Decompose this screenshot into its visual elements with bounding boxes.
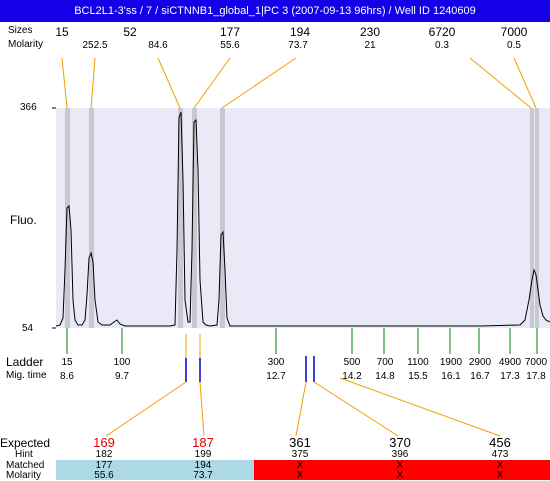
- matched-molarity: X: [396, 470, 404, 481]
- peak-size: 15: [55, 25, 69, 39]
- expected-tick-stubs: [185, 334, 201, 358]
- matched-size: X: [496, 460, 504, 471]
- ladder-size: 1900: [439, 357, 463, 368]
- ladder-size: 4900: [498, 357, 522, 368]
- expected-size: 456: [489, 435, 511, 450]
- peak-band: [192, 108, 197, 328]
- peak-size: 52: [123, 25, 137, 39]
- ladder-size: 500: [343, 357, 361, 368]
- y-axis-min: 54: [22, 323, 34, 334]
- matched-fail-band: [254, 460, 550, 480]
- matched-label: Matched: [6, 460, 45, 471]
- matched-size: X: [296, 460, 304, 471]
- molarity-label: Molarity: [8, 39, 44, 50]
- peak-band: [89, 108, 94, 328]
- peak-size: 230: [359, 25, 381, 39]
- ladder-mig-time: 14.8: [375, 371, 395, 382]
- peak-size: 7000: [500, 25, 528, 39]
- expected-ticks: [185, 356, 315, 382]
- peak-connectors: [61, 57, 537, 109]
- ladder-mig-time: 14.2: [342, 371, 362, 382]
- expected-size: 187: [192, 435, 214, 450]
- matched-molarity: X: [496, 470, 504, 481]
- peak-molarity: 55.6: [220, 40, 240, 51]
- matched-molarity: 55.6: [94, 470, 114, 481]
- fluorescence-trace: [55, 111, 550, 327]
- window-title: BCL2L1-3'ss / 7 / siCTNNB1_global_1|PC 3…: [0, 0, 550, 22]
- expected-size: 169: [93, 435, 115, 450]
- matched-size: 194: [194, 460, 212, 471]
- expected-size: 361: [289, 435, 311, 450]
- peak-band: [530, 108, 534, 328]
- hint-size: 473: [491, 449, 509, 460]
- plot-area: [56, 108, 550, 328]
- ladder-mig-time: 16.7: [470, 371, 490, 382]
- peak-size: 194: [289, 25, 311, 39]
- peak-molarity: 0.5: [507, 40, 521, 51]
- ladder-size: 300: [267, 357, 285, 368]
- matched-molarity: 73.7: [193, 470, 213, 481]
- matched-size: 177: [95, 460, 113, 471]
- expected-label: Expected: [0, 436, 51, 450]
- matched-ok-band: [56, 460, 254, 480]
- ladder-mig-time: 17.3: [500, 371, 520, 382]
- ladder-size: 100: [113, 357, 131, 368]
- ladder-size: 700: [376, 357, 394, 368]
- peak-band: [178, 108, 183, 328]
- ladder-mig-time: 15.5: [408, 371, 428, 382]
- ladder-mig-time: 9.7: [115, 371, 129, 382]
- peak-molarity: 0.3: [435, 40, 449, 51]
- peak-band: [65, 108, 70, 328]
- hint-size: 375: [291, 449, 309, 460]
- ladder-mig-time: 8.6: [60, 371, 74, 382]
- molarity-row-label: Molarity: [6, 470, 42, 481]
- ladder-mig-time: 17.8: [526, 371, 546, 382]
- y-axis-max: 366: [20, 102, 37, 113]
- peak-molarity: 73.7: [288, 40, 308, 51]
- hint-size: 199: [194, 449, 212, 460]
- mig-time-label: Mig. time: [6, 370, 47, 381]
- ladder-mig-time: 16.1: [441, 371, 461, 382]
- peak-molarity: 84.6: [148, 40, 168, 51]
- peak-molarity: 252.5: [82, 40, 108, 51]
- expected-size: 370: [389, 435, 411, 450]
- peak-molarity: 21: [364, 40, 376, 51]
- peak-band: [535, 108, 539, 328]
- ladder-size: 2900: [468, 357, 492, 368]
- ladder-size: 7000: [524, 357, 548, 368]
- peak-size: 177: [219, 25, 241, 39]
- fluo-axis-label: Fluo.: [10, 213, 37, 227]
- peak-size: 6720: [428, 25, 456, 39]
- ladder-size: 1100: [407, 357, 429, 368]
- ladder-size: 15: [61, 357, 73, 368]
- peak-band: [220, 108, 225, 328]
- matched-molarity: X: [296, 470, 304, 481]
- hint-label: Hint: [15, 449, 33, 460]
- matched-size: X: [396, 460, 404, 471]
- ladder-mig-time: 12.7: [266, 371, 286, 382]
- sizes-label: Sizes: [8, 25, 33, 36]
- expected-connectors: [105, 377, 501, 437]
- hint-size: 182: [95, 449, 113, 460]
- ladder-ticks: [66, 328, 538, 354]
- hint-size: 396: [391, 449, 409, 460]
- ladder-label: Ladder: [6, 355, 44, 369]
